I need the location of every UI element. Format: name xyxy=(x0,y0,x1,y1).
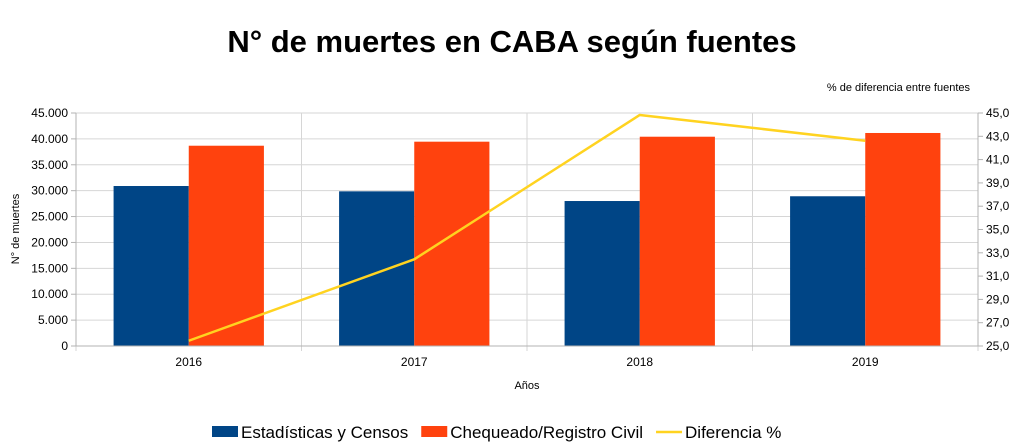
y-axis-title: N° de muertes xyxy=(10,193,22,264)
x-tick-label: 2019 xyxy=(852,355,879,369)
bar-chequeado xyxy=(865,132,941,346)
bar-chequeado xyxy=(188,145,264,346)
line-diferencia xyxy=(188,113,866,342)
line-series xyxy=(188,113,866,342)
y-tick-label: 30.000 xyxy=(31,184,68,198)
bars xyxy=(113,132,941,346)
y-tick-label: 10.000 xyxy=(31,287,68,301)
legend: Estadísticas y Censos Chequeado/Registro … xyxy=(212,423,781,442)
legend-label: Chequeado/Registro Civil xyxy=(450,423,643,442)
y2-tick-label: 45,0 xyxy=(986,106,1010,120)
x-tick-label: 2016 xyxy=(175,355,202,369)
legend-label: Estadísticas y Censos xyxy=(241,423,408,442)
chart-title: N° de muertes en CABA según fuentes xyxy=(227,24,796,59)
y-tick-label: 15.000 xyxy=(31,261,68,275)
y-tick-label: 45.000 xyxy=(31,106,68,120)
y2-tick-label: 33,0 xyxy=(986,246,1010,260)
y2-tick-label: 35,0 xyxy=(986,223,1010,237)
y-tick-label: 20.000 xyxy=(31,235,68,249)
y2-tick-label: 29,0 xyxy=(986,292,1010,306)
y-tick-label: 25.000 xyxy=(31,210,68,224)
right-axis-title: % de diferencia entre fuentes xyxy=(827,82,971,94)
legend-label: Diferencia % xyxy=(685,423,781,442)
bar-estadisticas xyxy=(113,186,189,346)
y2-tick-label: 41,0 xyxy=(986,153,1010,167)
y2-tick-label: 27,0 xyxy=(986,316,1010,330)
y-tick-label: 0 xyxy=(61,339,68,353)
bar-chequeado xyxy=(639,136,715,346)
legend-swatch xyxy=(421,426,448,437)
x-tick-label: 2017 xyxy=(401,355,428,369)
y-tick-label: 5.000 xyxy=(38,313,68,327)
y2-tick-label: 25,0 xyxy=(986,339,1010,353)
y-tick-label: 40.000 xyxy=(31,132,68,146)
y2-tick-label: 43,0 xyxy=(986,129,1010,143)
x-axis-title: Años xyxy=(514,380,540,392)
legend-swatch xyxy=(212,426,238,437)
y2-tick-label: 31,0 xyxy=(986,269,1010,283)
x-tick-label: 2018 xyxy=(626,355,653,369)
bar-estadisticas xyxy=(564,201,640,346)
y-tick-label: 35.000 xyxy=(31,158,68,172)
y2-tick-label: 39,0 xyxy=(986,176,1010,190)
bar-estadisticas xyxy=(339,191,415,346)
bar-estadisticas xyxy=(790,196,866,346)
axes: 0 5.000 10.000 15.000 20.000 25.000 30.000 35.0… xyxy=(31,106,1009,369)
y2-tick-label: 37,0 xyxy=(986,199,1010,213)
bar-chequeado xyxy=(414,141,490,346)
